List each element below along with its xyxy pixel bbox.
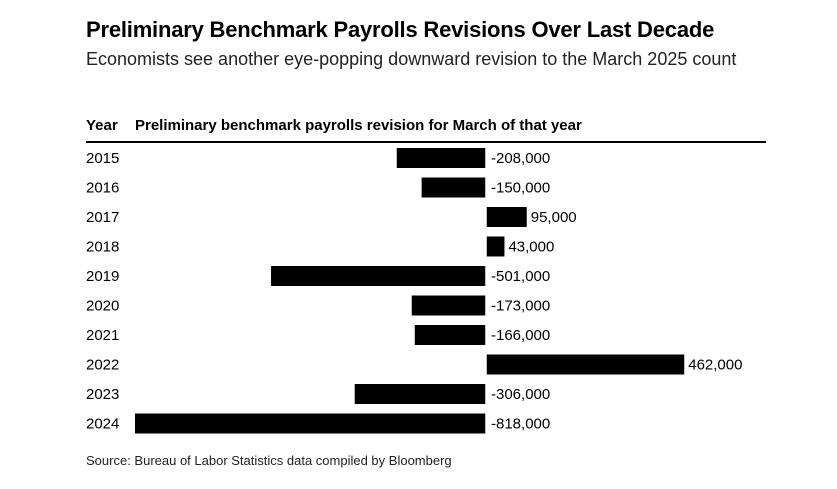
data-label: -501,000	[491, 268, 550, 285]
header-rule	[86, 141, 766, 143]
year-label: 2018	[86, 239, 119, 256]
chart-title: Preliminary Benchmark Payrolls Revisions…	[86, 17, 715, 42]
year-label: 2020	[86, 298, 119, 315]
data-label: 95,000	[531, 209, 577, 226]
data-label: -150,000	[491, 180, 550, 197]
bar	[411, 295, 486, 316]
year-label: 2022	[86, 357, 119, 374]
year-column-header: Year	[86, 117, 118, 134]
bar	[414, 325, 486, 345]
bar	[135, 413, 486, 434]
data-label: -173,000	[491, 298, 550, 315]
year-label: 2024	[86, 416, 119, 433]
year-label: 2023	[86, 386, 119, 403]
year-label: 2019	[86, 268, 119, 285]
year-label: 2016	[86, 180, 119, 197]
data-label: 462,000	[688, 357, 742, 374]
data-label: -306,000	[491, 386, 550, 403]
bar	[486, 236, 505, 257]
revision-column-header: Preliminary benchmark payrolls revision …	[135, 117, 582, 134]
bar	[486, 354, 685, 375]
bar	[354, 384, 486, 404]
data-label: 43,000	[508, 239, 554, 256]
data-label: -818,000	[491, 416, 550, 433]
year-label: 2017	[86, 209, 119, 226]
source-note: Source: Bureau of Labor Statistics data …	[86, 453, 452, 468]
data-label: -166,000	[491, 327, 550, 344]
bar	[421, 177, 486, 198]
data-label: -208,000	[491, 150, 550, 167]
year-label: 2021	[86, 327, 119, 344]
bar	[486, 207, 527, 227]
bar	[396, 148, 486, 168]
bar	[271, 266, 486, 286]
year-label: 2015	[86, 150, 119, 167]
chart-subtitle: Economists see another eye-popping downw…	[86, 49, 737, 69]
